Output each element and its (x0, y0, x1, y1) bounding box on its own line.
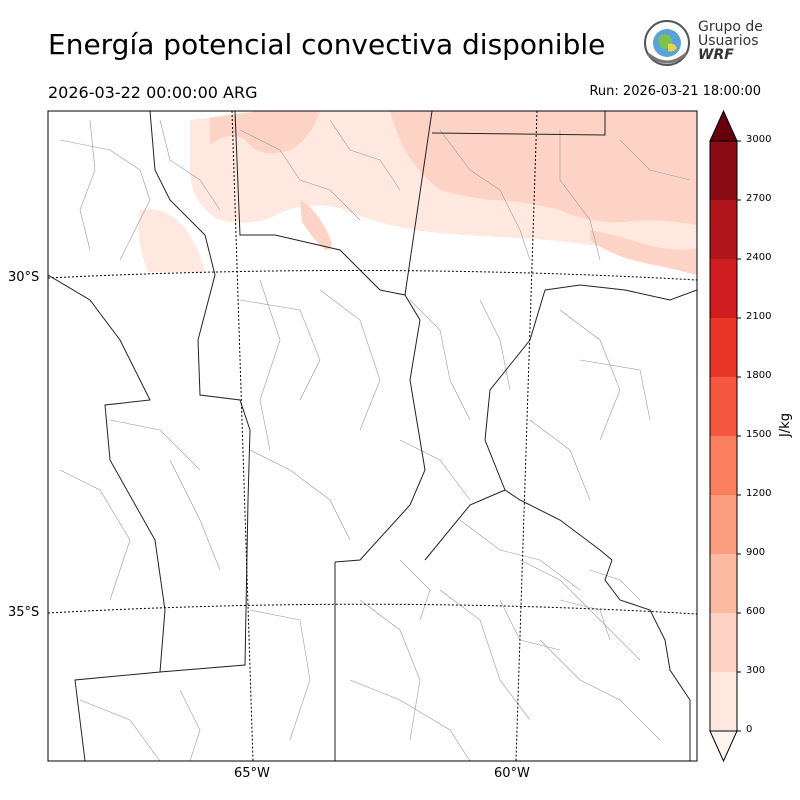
colorbar-segment (710, 200, 737, 259)
colorbar-segment (710, 613, 737, 672)
colorbar-tick-label: 300 (746, 665, 766, 676)
cape-shading-mid (300, 200, 332, 250)
department-boundaries (59, 119, 691, 761)
run-time: Run: 2026-03-21 18:00:00 (589, 84, 761, 99)
colorbar-segment (710, 141, 737, 200)
colorbar-tick-label: 0 (746, 724, 753, 735)
lon-label-65w: 65°W (234, 766, 270, 781)
colorbar-tick-label: 2100 (746, 311, 772, 322)
map-frame (47, 110, 698, 762)
group-logo: Grupo de Usuarios WRF (640, 18, 770, 70)
cape-shading-mid (590, 230, 697, 275)
colorbar-tick-label: 1500 (746, 429, 772, 440)
plot-title: Energía potencial convectiva disponible (48, 28, 606, 61)
globe-emblem-icon (644, 20, 690, 66)
colorbar-over-arrow (709, 109, 738, 142)
colorbar-tick-label: 2700 (746, 193, 772, 204)
colorbar-segment (710, 436, 737, 495)
colorbar-tick-label: 900 (746, 547, 766, 558)
colorbar-segment (710, 377, 737, 436)
cape-shading-low (138, 209, 205, 272)
colorbar-unit-label: J/kg (778, 413, 793, 437)
lat-label-30s: 30°S (8, 270, 40, 285)
colorbar-tick-label: 3000 (746, 134, 772, 145)
colorbar-tick-label: 1200 (746, 488, 772, 499)
colorbar-tick-label: 1800 (746, 370, 772, 381)
logo-line3: WRF (698, 47, 734, 63)
graticule (48, 111, 697, 761)
colorbar (709, 109, 741, 763)
logo-line1: Grupo de (698, 19, 763, 35)
colorbar-segment (710, 318, 737, 377)
valid-time: 2026-03-22 00:00:00 ARG (48, 83, 258, 102)
cape-shading-mid (390, 111, 697, 225)
colorbar-under-arrow (709, 730, 738, 763)
coastline (604, 559, 691, 761)
colorbar-segment (710, 554, 737, 613)
colorbar-tick-label: 600 (746, 606, 766, 617)
cape-shading-mid (210, 111, 320, 154)
colorbar-tick-label: 2400 (746, 252, 772, 263)
colorbar-segment (710, 672, 737, 731)
province-boundaries (48, 111, 697, 761)
colorbar-segment (710, 495, 737, 554)
logo-line2: Usuarios (698, 33, 759, 49)
lat-label-35s: 35°S (8, 605, 40, 620)
colorbar-segment (710, 259, 737, 318)
lon-label-60w: 60°W (494, 766, 530, 781)
